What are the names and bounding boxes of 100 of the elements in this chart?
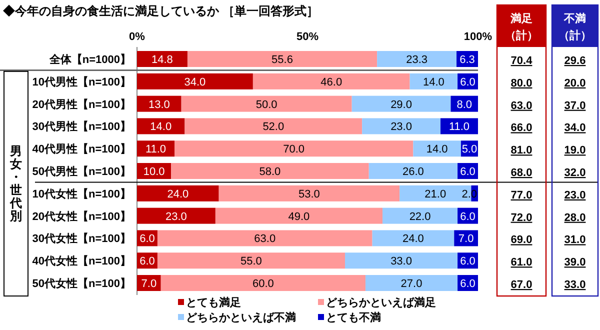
text: 72.0	[510, 212, 532, 224]
text: 20.0	[564, 77, 586, 90]
text: 男女・世代別	[9, 144, 22, 224]
bar	[218, 185, 400, 202]
data-label: 7.0	[141, 278, 157, 290]
chart-title: ◆今年の自身の食生活に満足しているか ［単一回答形式］	[3, 4, 318, 18]
bar	[137, 185, 219, 202]
data-label: 26.0	[402, 166, 424, 178]
bar	[157, 252, 346, 269]
data-label: 52.0	[262, 121, 284, 134]
text: 34.0	[564, 122, 586, 134]
bar	[215, 208, 383, 224]
data-label: 70.0	[283, 144, 305, 156]
data-label: 50.0	[256, 98, 278, 111]
bar	[137, 51, 188, 67]
data-label: 34.0	[184, 76, 206, 88]
x-tick-label: 0%	[129, 31, 146, 43]
data-label: 6.0	[460, 166, 476, 178]
data-label: 8.0	[456, 98, 472, 111]
text: 29.6	[564, 55, 586, 67]
data-label: 14.0	[422, 76, 444, 88]
y-tick-label: 50代女性【n=100】	[32, 277, 131, 290]
bar	[368, 163, 458, 179]
text: 満足	[510, 12, 532, 25]
data-label: 6.3	[460, 54, 475, 66]
text: 28.0	[564, 212, 586, 224]
data-label: 22.0	[409, 210, 431, 223]
data-label: 6.0	[140, 233, 155, 246]
data-label: 14.0	[426, 144, 448, 156]
text: 61.0	[510, 256, 532, 269]
data-label: 23.0	[166, 210, 187, 223]
y-tick-label: 20代男性【n=100】	[32, 98, 131, 111]
data-label: 23.0	[390, 121, 412, 134]
text: 70.4	[510, 55, 534, 67]
text: 80.0	[510, 77, 532, 90]
bar	[181, 96, 352, 112]
y-tick-label: 10代男性【n=100】	[32, 75, 131, 88]
y-tick-label: 10代女性【n=100】	[32, 187, 131, 200]
data-label: 53.0	[298, 188, 320, 200]
text: 32.0	[564, 167, 586, 179]
data-label: 6.0	[460, 210, 476, 223]
data-label: 33.0	[390, 256, 412, 268]
bar	[171, 163, 369, 179]
text: 67.0	[510, 279, 532, 291]
data-label: 10.0	[143, 166, 165, 178]
y-tick-label: 30代女性【n=100】	[32, 232, 131, 246]
data-label: 55.0	[240, 256, 262, 268]
bar	[174, 140, 414, 157]
data-label: 6.0	[140, 256, 155, 268]
bar	[137, 118, 185, 134]
legend-label: とても不満	[326, 311, 381, 324]
data-label: 6.0	[460, 76, 476, 88]
text: 63.0	[510, 100, 532, 112]
text: 33.0	[564, 279, 586, 291]
text: 68.0	[510, 167, 532, 179]
bar	[382, 208, 458, 224]
bar	[137, 73, 253, 90]
y-tick-label: 20代女性【n=100】	[32, 210, 131, 223]
text: 39.0	[564, 256, 586, 269]
bar	[187, 51, 378, 67]
bar	[362, 118, 440, 134]
data-label: 29.0	[390, 98, 412, 111]
data-label: 63.0	[254, 233, 276, 246]
bar	[372, 230, 454, 246]
data-label: 14.0	[150, 121, 172, 134]
data-label: 49.0	[288, 210, 310, 223]
data-label: 11.0	[145, 144, 166, 156]
data-label: 6.0	[460, 278, 476, 290]
data-label: 21.0	[424, 188, 446, 200]
text: （計）	[505, 29, 538, 42]
text: 不満	[563, 12, 586, 25]
bar	[252, 73, 410, 90]
bar	[184, 118, 362, 134]
data-label: 24.0	[402, 233, 424, 246]
bar	[413, 140, 461, 157]
data-label: 5.0	[462, 144, 478, 156]
data-label: 46.0	[320, 76, 342, 88]
bar	[345, 252, 458, 269]
data-label: 7.0	[458, 233, 474, 246]
x-tick-label: 100%	[464, 31, 492, 43]
data-label: 24.0	[167, 188, 189, 200]
text: 37.0	[564, 100, 586, 112]
bar	[137, 96, 182, 112]
bar	[410, 73, 458, 90]
data-label: 58.0	[259, 166, 281, 178]
text: 31.0	[564, 234, 586, 246]
text: 77.0	[510, 189, 532, 202]
data-label: 11.0	[448, 121, 470, 134]
x-tick-label: 50%	[296, 31, 319, 43]
data-label: 6.0	[460, 256, 476, 268]
bar	[365, 275, 458, 291]
data-label: 27.0	[400, 278, 422, 290]
y-tick-label: 50代男性【n=100】	[32, 165, 131, 178]
bar	[352, 96, 451, 112]
data-label: 55.6	[272, 54, 293, 66]
text: 66.0	[510, 122, 532, 134]
y-tick-label: 全体【n=1000】	[48, 53, 131, 66]
text: 81.0	[510, 144, 532, 157]
bar	[137, 208, 216, 224]
data-label: 13.0	[148, 98, 170, 111]
